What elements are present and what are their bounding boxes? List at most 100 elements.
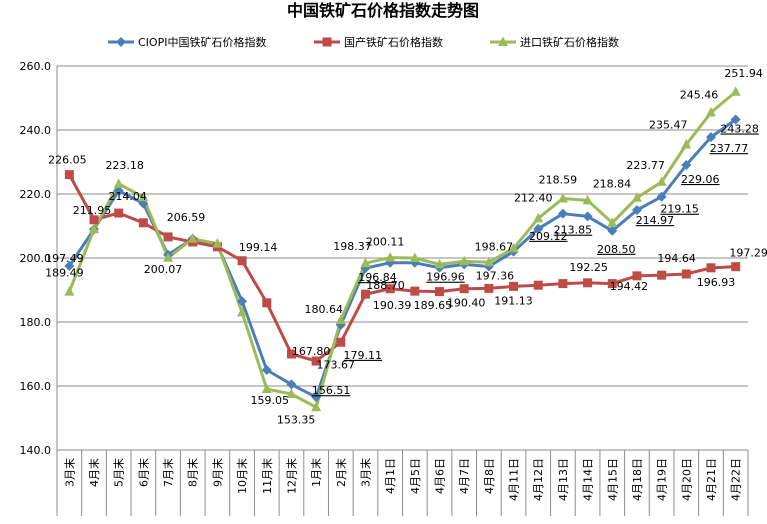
data-point bbox=[705, 107, 716, 117]
x-tick-labels: 3月末 4月末 5月末 6月末 7月末 8月末 9月末 10月末 11月末 12月末 1月末 2月末 3… bbox=[62, 458, 742, 501]
data-point bbox=[730, 114, 741, 125]
data-point bbox=[187, 233, 198, 243]
data-point bbox=[631, 192, 642, 202]
data-point bbox=[459, 255, 470, 266]
data-point bbox=[163, 252, 174, 262]
x-tick-label: 11月末 bbox=[260, 458, 274, 494]
data-point bbox=[113, 185, 124, 196]
legend-marker bbox=[116, 37, 126, 47]
data-point bbox=[311, 392, 322, 403]
data-label: 208.50 bbox=[597, 243, 636, 256]
x-tick-label: 4月7日 bbox=[458, 458, 471, 494]
data-point bbox=[385, 252, 396, 262]
data-point bbox=[286, 349, 296, 359]
y-tick-label: 180.0 bbox=[20, 316, 52, 329]
data-point bbox=[410, 286, 420, 296]
x-tick-label: 4月22日 bbox=[730, 458, 743, 501]
data-label: 212.40 bbox=[514, 191, 553, 204]
x-tick-label: 4月6日 bbox=[434, 458, 447, 494]
data-point bbox=[483, 256, 494, 267]
series-line bbox=[68, 173, 736, 363]
x-tick-label: 4月15日 bbox=[606, 458, 619, 501]
chart-title: 中国铁矿石价格指数走势图 bbox=[287, 1, 479, 20]
data-point bbox=[681, 160, 692, 171]
x-tick-label: 4月末 bbox=[87, 458, 101, 487]
legend-label: 国产铁矿石价格指数 bbox=[344, 35, 443, 49]
data-point bbox=[631, 205, 642, 216]
data-label: 197.49 bbox=[45, 252, 84, 265]
data-point bbox=[582, 211, 593, 222]
data-point bbox=[311, 356, 321, 366]
data-point bbox=[557, 208, 568, 219]
x-tick-label: 4月8日 bbox=[483, 458, 496, 494]
data-point bbox=[706, 263, 716, 273]
data-labels: 197.49 156.51 179.11 196.84 196.96 197.36 209.… bbox=[45, 67, 767, 426]
data-point bbox=[163, 232, 173, 242]
x-tick-label: 4月13日 bbox=[557, 458, 570, 501]
y-tick-label: 200.0 bbox=[20, 252, 52, 265]
series-markers bbox=[64, 86, 741, 412]
data-label: 199.14 bbox=[239, 241, 278, 254]
data-label: 214.97 bbox=[636, 214, 675, 227]
data-label: 245.46 bbox=[680, 89, 719, 102]
y-tick-label: 260.0 bbox=[20, 60, 52, 73]
x-tick-label: 1月末 bbox=[309, 458, 323, 487]
x-tick-label: 4月12日 bbox=[532, 458, 545, 501]
data-label: 190.39 bbox=[373, 299, 412, 312]
x-tick-label: 7月末 bbox=[161, 458, 175, 487]
y-tick-label: 140.0 bbox=[20, 444, 52, 457]
data-label: 218.84 bbox=[593, 178, 632, 191]
data-label: 223.77 bbox=[626, 159, 665, 172]
data-point bbox=[508, 242, 519, 253]
data-label: 198.37 bbox=[333, 240, 372, 253]
y-tick-label: 240.0 bbox=[20, 124, 52, 137]
data-point bbox=[335, 314, 346, 324]
data-label: 218.59 bbox=[539, 174, 578, 187]
data-point bbox=[212, 238, 223, 248]
data-point bbox=[409, 252, 420, 262]
data-point bbox=[731, 262, 741, 272]
x-tick-label: 4月14日 bbox=[582, 458, 595, 501]
x-tick-label: 6月末 bbox=[136, 458, 150, 487]
x-tick-label: 3月末 bbox=[358, 458, 372, 487]
data-point bbox=[583, 278, 593, 288]
data-point bbox=[632, 271, 642, 281]
data-point bbox=[261, 383, 272, 394]
data-point bbox=[582, 194, 593, 205]
data-point bbox=[730, 86, 741, 96]
data-label: 206.59 bbox=[167, 211, 206, 224]
y-tick-labels: 140.0 160.0 180.0 200.0 220.0 240.0 260.0 bbox=[20, 60, 52, 457]
data-point bbox=[360, 289, 370, 299]
legend-label: 进口铁矿石价格指数 bbox=[520, 35, 619, 49]
data-point bbox=[113, 178, 124, 188]
data-label: 214.04 bbox=[108, 190, 147, 203]
data-label: 197.36 bbox=[476, 269, 515, 282]
data-label: 213.85 bbox=[554, 224, 593, 237]
data-point bbox=[657, 270, 667, 280]
data-point bbox=[533, 212, 544, 223]
data-point bbox=[64, 286, 75, 296]
data-label: 223.18 bbox=[105, 159, 144, 172]
data-label: 226.05 bbox=[48, 154, 87, 167]
x-tick-label: 10月末 bbox=[235, 458, 249, 494]
data-point bbox=[360, 257, 371, 268]
data-label: 189.65 bbox=[414, 299, 453, 312]
x-tick-label: 4月1日 bbox=[384, 458, 397, 494]
data-point bbox=[459, 284, 469, 294]
x-tick-label: 4月20日 bbox=[680, 458, 693, 501]
data-label: 196.84 bbox=[358, 271, 397, 284]
data-label: 196.93 bbox=[697, 276, 736, 289]
data-label: 235.47 bbox=[649, 118, 688, 131]
data-label: 190.40 bbox=[447, 297, 486, 310]
data-point bbox=[262, 298, 272, 308]
data-label: 229.06 bbox=[681, 173, 720, 186]
data-point bbox=[533, 223, 544, 234]
data-point bbox=[656, 176, 667, 186]
data-point bbox=[681, 138, 692, 149]
data-label: 211.95 bbox=[73, 204, 112, 217]
axes bbox=[56, 66, 749, 516]
data-point bbox=[533, 280, 543, 290]
x-tick-label: 3月末 bbox=[62, 458, 76, 487]
data-point bbox=[336, 337, 346, 347]
